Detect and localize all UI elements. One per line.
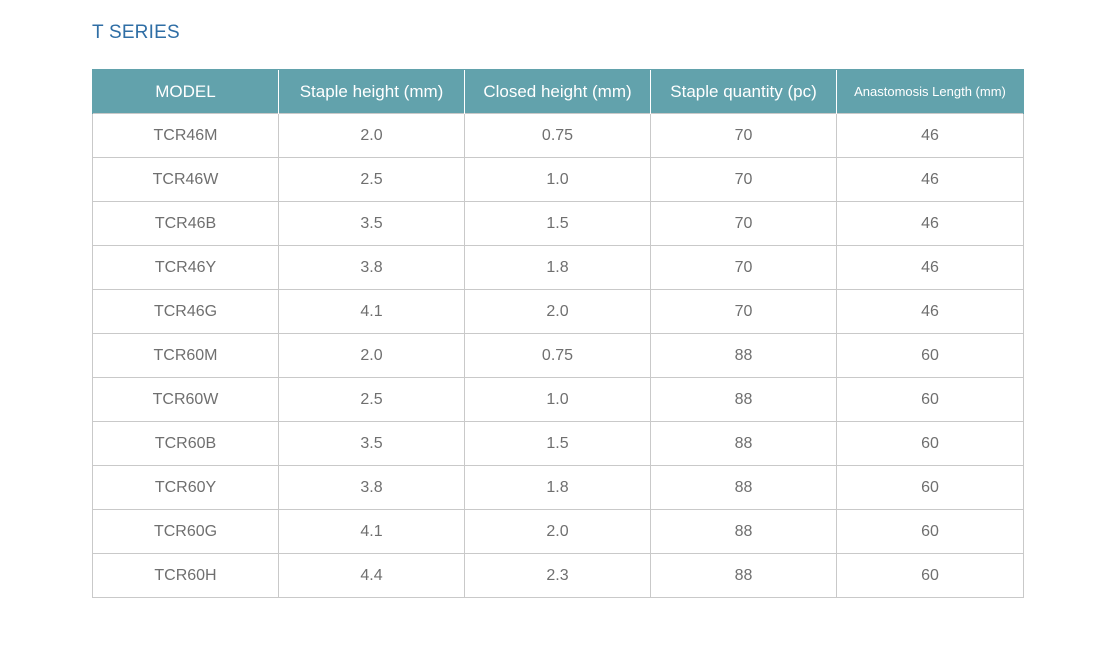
cell-anastomosis-length: 46 bbox=[836, 289, 1024, 334]
cell-closed-height: 0.75 bbox=[464, 113, 651, 158]
cell-staple-quantity: 70 bbox=[650, 157, 837, 202]
cell-staple-quantity: 70 bbox=[650, 289, 837, 334]
cell-staple-height: 4.4 bbox=[278, 553, 465, 598]
cell-staple-height: 2.5 bbox=[278, 157, 465, 202]
cell-anastomosis-length: 60 bbox=[836, 509, 1024, 554]
cell-staple-quantity: 88 bbox=[650, 465, 837, 510]
cell-anastomosis-length: 60 bbox=[836, 465, 1024, 510]
cell-closed-height: 1.8 bbox=[464, 245, 651, 290]
table-row: TCR60W 2.5 1.0 88 60 bbox=[92, 377, 1024, 422]
table-body: TCR46M 2.0 0.75 70 46 TCR46W 2.5 1.0 70 46 TCR46B 3… bbox=[92, 113, 1024, 598]
section-title: T SERIES bbox=[92, 22, 180, 43]
header-closed-height: Closed height (mm) bbox=[464, 69, 651, 114]
table-header: MODEL Staple height (mm) Closed height (… bbox=[92, 69, 1024, 114]
cell-anastomosis-length: 46 bbox=[836, 201, 1024, 246]
cell-staple-quantity: 88 bbox=[650, 377, 837, 422]
cell-closed-height: 2.0 bbox=[464, 509, 651, 554]
table-row: TCR60B 3.5 1.5 88 60 bbox=[92, 421, 1024, 466]
header-row: MODEL Staple height (mm) Closed height (… bbox=[92, 69, 1024, 114]
cell-closed-height: 1.8 bbox=[464, 465, 651, 510]
cell-model: TCR60H bbox=[92, 553, 279, 598]
cell-staple-quantity: 88 bbox=[650, 421, 837, 466]
cell-model: TCR60Y bbox=[92, 465, 279, 510]
cell-staple-quantity: 88 bbox=[650, 553, 837, 598]
cell-closed-height: 2.0 bbox=[464, 289, 651, 334]
cell-model: TCR60M bbox=[92, 333, 279, 378]
cell-staple-height: 4.1 bbox=[278, 289, 465, 334]
cell-closed-height: 1.0 bbox=[464, 157, 651, 202]
spec-table: MODEL Staple height (mm) Closed height (… bbox=[92, 69, 1024, 598]
header-staple-height: Staple height (mm) bbox=[278, 69, 465, 114]
table-row: TCR46G 4.1 2.0 70 46 bbox=[92, 289, 1024, 334]
table-row: TCR60H 4.4 2.3 88 60 bbox=[92, 553, 1024, 598]
table-row: TCR46B 3.5 1.5 70 46 bbox=[92, 201, 1024, 246]
cell-closed-height: 0.75 bbox=[464, 333, 651, 378]
header-anastomosis-length: Anastomosis Length (mm) bbox=[836, 69, 1024, 114]
cell-closed-height: 2.3 bbox=[464, 553, 651, 598]
cell-anastomosis-length: 60 bbox=[836, 333, 1024, 378]
cell-closed-height: 1.5 bbox=[464, 201, 651, 246]
cell-staple-height: 3.8 bbox=[278, 245, 465, 290]
cell-anastomosis-length: 60 bbox=[836, 421, 1024, 466]
cell-model: TCR46W bbox=[92, 157, 279, 202]
cell-model: TCR60W bbox=[92, 377, 279, 422]
cell-model: TCR46G bbox=[92, 289, 279, 334]
cell-staple-height: 2.0 bbox=[278, 333, 465, 378]
cell-anastomosis-length: 60 bbox=[836, 377, 1024, 422]
cell-staple-quantity: 88 bbox=[650, 333, 837, 378]
cell-staple-height: 3.8 bbox=[278, 465, 465, 510]
header-model: MODEL bbox=[92, 69, 279, 114]
cell-model: TCR60G bbox=[92, 509, 279, 554]
table-row: TCR60G 4.1 2.0 88 60 bbox=[92, 509, 1024, 554]
cell-closed-height: 1.0 bbox=[464, 377, 651, 422]
cell-anastomosis-length: 46 bbox=[836, 245, 1024, 290]
cell-staple-quantity: 70 bbox=[650, 201, 837, 246]
cell-staple-height: 4.1 bbox=[278, 509, 465, 554]
cell-model: TCR46M bbox=[92, 113, 279, 158]
cell-anastomosis-length: 46 bbox=[836, 157, 1024, 202]
cell-staple-height: 2.5 bbox=[278, 377, 465, 422]
table-row: TCR60Y 3.8 1.8 88 60 bbox=[92, 465, 1024, 510]
cell-staple-height: 3.5 bbox=[278, 201, 465, 246]
cell-model: TCR60B bbox=[92, 421, 279, 466]
cell-staple-height: 3.5 bbox=[278, 421, 465, 466]
table-row: TCR46M 2.0 0.75 70 46 bbox=[92, 113, 1024, 158]
cell-staple-quantity: 70 bbox=[650, 245, 837, 290]
cell-anastomosis-length: 46 bbox=[836, 113, 1024, 158]
cell-staple-height: 2.0 bbox=[278, 113, 465, 158]
table-row: TCR60M 2.0 0.75 88 60 bbox=[92, 333, 1024, 378]
table-row: TCR46Y 3.8 1.8 70 46 bbox=[92, 245, 1024, 290]
cell-staple-quantity: 70 bbox=[650, 113, 837, 158]
cell-closed-height: 1.5 bbox=[464, 421, 651, 466]
header-staple-quantity: Staple quantity (pc) bbox=[650, 69, 837, 114]
cell-model: TCR46Y bbox=[92, 245, 279, 290]
table-row: TCR46W 2.5 1.0 70 46 bbox=[92, 157, 1024, 202]
cell-model: TCR46B bbox=[92, 201, 279, 246]
cell-staple-quantity: 88 bbox=[650, 509, 837, 554]
cell-anastomosis-length: 60 bbox=[836, 553, 1024, 598]
